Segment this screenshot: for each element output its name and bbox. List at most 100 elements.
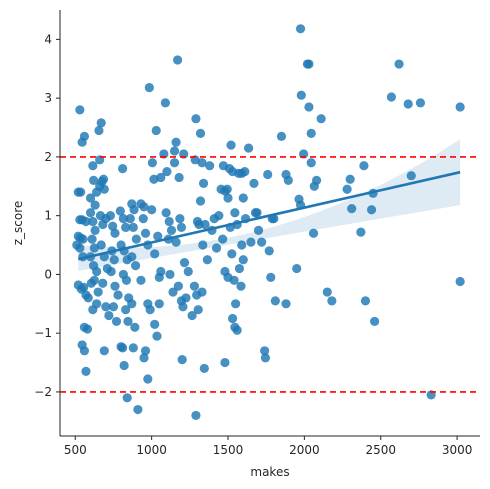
scatter-point xyxy=(403,99,413,109)
regression-line xyxy=(78,170,461,261)
scatter-point xyxy=(88,161,98,171)
scatter-point xyxy=(406,171,416,181)
scatter-point xyxy=(113,290,123,300)
scatter-point xyxy=(89,275,99,285)
scatter-point xyxy=(266,272,276,282)
scatter-point xyxy=(356,227,366,237)
scatter-point xyxy=(197,158,207,168)
scatter-point xyxy=(304,102,314,112)
scatter-point xyxy=(85,208,96,218)
x-tick-label: 3000 xyxy=(442,443,473,457)
reference-lines-layer xyxy=(60,156,480,393)
scatter-point xyxy=(139,353,149,363)
scatter-point xyxy=(89,175,99,185)
scatter-point xyxy=(161,208,171,218)
scatter-point xyxy=(283,175,293,185)
scatter-point xyxy=(153,231,163,241)
scatter-point xyxy=(252,208,262,218)
scatter-point xyxy=(92,266,102,277)
scatter-point xyxy=(83,293,93,303)
scatter-point xyxy=(123,316,133,327)
scatter-point xyxy=(75,105,85,115)
scatter-point xyxy=(128,222,138,233)
ticks-layer: 500 1000 1500 2000 2500 3000 −2 −1 0 1 2 3 4 xyxy=(34,32,472,457)
scatter-point xyxy=(205,161,215,171)
scatter-point xyxy=(110,281,120,291)
y-tick-label: −1 xyxy=(34,326,52,340)
scatter-point xyxy=(138,213,148,224)
scatter-point xyxy=(79,131,90,141)
scatter-point xyxy=(81,366,91,376)
scatter-point xyxy=(96,118,106,128)
scatter-point xyxy=(322,287,332,297)
scatter-point xyxy=(263,169,273,180)
x-tick-label: 2500 xyxy=(365,443,396,457)
scatter-point xyxy=(276,131,287,141)
scatter-point xyxy=(147,205,157,215)
scatter-point xyxy=(151,125,161,136)
scatter-point xyxy=(154,299,164,309)
scatter-point xyxy=(156,266,166,277)
scatter-point xyxy=(152,331,162,341)
scatter-point xyxy=(191,410,201,421)
scatter-point xyxy=(238,193,248,203)
scatter-point xyxy=(127,252,137,262)
x-tick-label: 500 xyxy=(64,443,87,457)
scatter-point xyxy=(240,166,250,177)
scatter-point xyxy=(227,249,237,259)
scatter-point xyxy=(179,258,190,268)
scatter-point xyxy=(304,59,314,69)
x-axis-label: makes xyxy=(250,465,289,479)
scatter-point xyxy=(197,287,207,297)
scatter-point xyxy=(231,299,241,309)
scatter-point xyxy=(202,255,212,265)
scatter-point xyxy=(79,346,90,356)
scatter-point xyxy=(191,114,201,124)
scatter-point xyxy=(168,287,178,297)
scatter-point xyxy=(229,275,239,285)
scatter-point xyxy=(94,125,104,136)
scatter-point xyxy=(128,343,138,353)
scatter-point xyxy=(316,114,326,124)
scatter-point xyxy=(162,166,172,177)
scatter-point xyxy=(105,211,115,221)
x-tick-label: 1000 xyxy=(136,443,167,457)
scatter-point xyxy=(394,59,404,69)
scatter-point xyxy=(193,305,203,315)
scatter-point xyxy=(308,228,319,238)
scatter-point xyxy=(223,193,233,203)
scatter-point xyxy=(222,184,232,194)
scatter-point xyxy=(156,172,166,183)
scatter-point xyxy=(244,143,254,153)
scatter-point xyxy=(214,211,224,221)
scatter-point xyxy=(121,305,131,315)
scatter-point xyxy=(218,234,228,244)
y-tick-label: 4 xyxy=(44,32,52,46)
scatter-point xyxy=(171,137,181,147)
scatter-point xyxy=(90,200,100,210)
scatter-point xyxy=(122,393,132,403)
scatter-point xyxy=(230,208,240,218)
scatter-point xyxy=(234,263,245,274)
scatter-point xyxy=(108,221,118,231)
scatter-point xyxy=(82,324,93,334)
scatter-point xyxy=(232,325,242,335)
scatter-point xyxy=(260,346,270,356)
scatter-point xyxy=(109,255,119,265)
scatter-point xyxy=(104,310,114,321)
scatter-point xyxy=(257,237,267,247)
y-tick-label: −2 xyxy=(34,385,52,399)
scatter-point xyxy=(79,282,89,292)
scatter-point xyxy=(173,55,183,65)
y-tick-label: 3 xyxy=(44,91,52,105)
scatter-point xyxy=(147,158,157,168)
scatter-point xyxy=(85,193,96,203)
scatter-point xyxy=(295,24,306,34)
scatter-point xyxy=(187,310,197,321)
scatter-point xyxy=(119,360,129,371)
scatter-point xyxy=(108,302,119,312)
scatter-point xyxy=(121,275,132,285)
scatter-point xyxy=(183,266,193,277)
scatter-point xyxy=(125,213,135,224)
scatter-point xyxy=(92,299,102,309)
